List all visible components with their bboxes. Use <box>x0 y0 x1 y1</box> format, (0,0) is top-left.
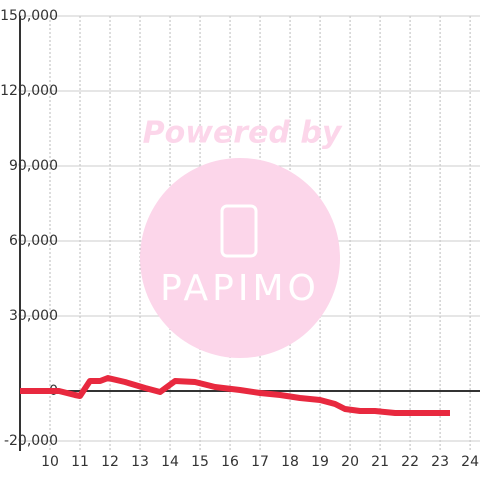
x-tick-label: 14 <box>161 454 179 470</box>
watermark: Powered by PAPIMO <box>140 116 343 358</box>
watermark-phone <box>220 204 258 258</box>
watermark-top: Powered by <box>143 116 343 151</box>
x-tick-label: 21 <box>371 454 389 470</box>
x-tick-label: 18 <box>281 454 299 470</box>
x-tick-label: 23 <box>431 454 449 470</box>
x-tick-label: 20 <box>341 454 359 470</box>
x-tick-label: 16 <box>221 454 239 470</box>
x-tick-label: 12 <box>101 454 119 470</box>
x-tick-label: 11 <box>71 454 89 470</box>
x-tick-label: 19 <box>311 454 329 470</box>
y-tick-label: 120,000 <box>0 83 58 99</box>
x-tick-label: 10 <box>41 454 59 470</box>
x-tick-label: 15 <box>191 454 209 470</box>
x-tick-label: 22 <box>401 454 419 470</box>
watermark-circle <box>140 158 340 358</box>
y-tick-label: -20,000 <box>4 433 58 449</box>
y-tick-label: 90,000 <box>9 158 58 174</box>
x-tick-label: 24 <box>461 454 479 470</box>
y-tick-label: 30,000 <box>9 308 58 324</box>
y-tick-label: 150,000 <box>0 8 58 24</box>
x-tick-label: 17 <box>251 454 269 470</box>
y-tick-label: 60,000 <box>9 233 58 249</box>
data-line <box>20 375 450 416</box>
watermark-logo: PAPIMO <box>160 268 320 309</box>
x-tick-label: 13 <box>131 454 149 470</box>
